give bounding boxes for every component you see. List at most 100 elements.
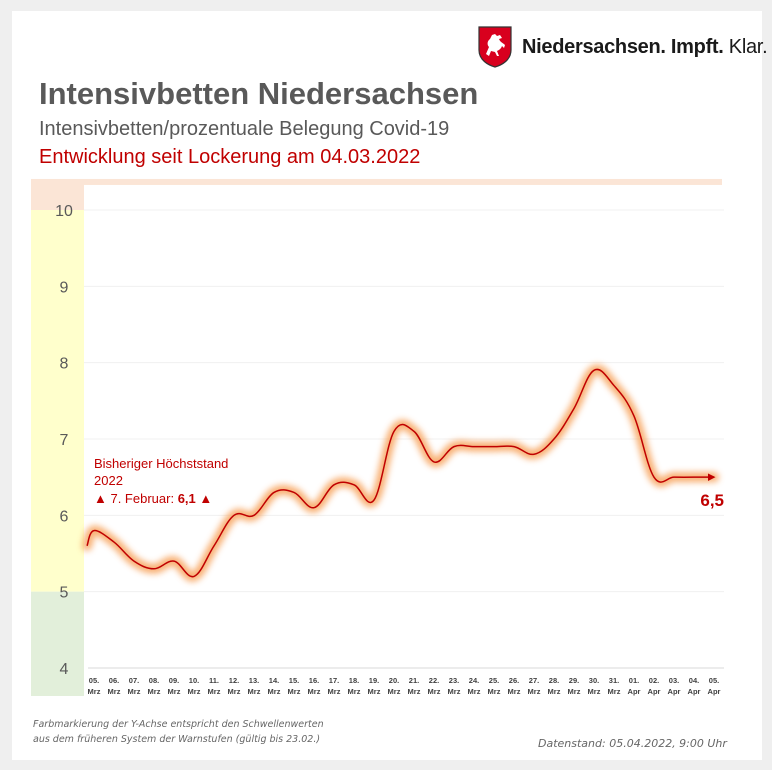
x-tick-label: 13. Mrz — [248, 676, 261, 696]
x-tick-label: 27. Mrz — [528, 676, 541, 696]
x-tick-day: 11. — [209, 676, 219, 685]
data-point — [452, 445, 456, 449]
x-tick-month: Mrz — [248, 687, 261, 696]
x-tick-day: 27. — [529, 676, 539, 685]
data-point — [332, 483, 336, 487]
x-tick-day: 19. — [369, 676, 379, 685]
x-tick-day: 08. — [149, 676, 159, 685]
x-tick-label: 05. Apr — [708, 676, 721, 696]
data-point — [372, 498, 376, 502]
x-tick-day: 12. — [229, 676, 239, 685]
x-tick-label: 18. Mrz — [348, 676, 361, 696]
x-tick-label: 28. Mrz — [548, 676, 561, 696]
x-tick-day: 29. — [569, 676, 579, 685]
x-tick-day: 20. — [389, 676, 399, 685]
x-tick-month: Mrz — [208, 687, 221, 696]
data-point — [172, 559, 176, 563]
x-tick-label: 20. Mrz — [388, 676, 401, 696]
page-subtitle: Intensivbetten/prozentuale Belegung Covi… — [39, 118, 450, 140]
annotation-line3-prefix: ▲ 7. Februar: — [94, 491, 178, 506]
data-timestamp: Datenstand: 05.04.2022, 9:00 Uhr — [538, 737, 727, 750]
x-tick-month: Mrz — [448, 687, 461, 696]
data-point — [592, 368, 596, 372]
x-tick-day: 31. — [609, 676, 619, 685]
x-tick-day: 15. — [289, 676, 299, 685]
threshold-band-yellow — [31, 210, 84, 592]
x-tick-month: Mrz — [288, 687, 301, 696]
annotation-line1: Bisheriger Höchststand — [94, 456, 228, 471]
x-tick-month: Mrz — [268, 687, 281, 696]
x-tick-month: Mrz — [348, 687, 361, 696]
annotation-line2: 2022 — [94, 473, 123, 488]
data-point — [432, 460, 436, 464]
x-tick-label: 24. Mrz — [468, 676, 481, 696]
data-point — [312, 506, 316, 510]
data-point — [712, 475, 716, 479]
x-tick-day: 22. — [429, 676, 439, 685]
x-tick-day: 26. — [509, 676, 519, 685]
x-tick-label: 29. Mrz — [568, 676, 581, 696]
x-tick-month: Apr — [688, 687, 701, 696]
x-tick-month: Mrz — [528, 687, 541, 696]
x-tick-label: 16. Mrz — [308, 676, 321, 696]
x-tick-label: 26. Mrz — [508, 676, 521, 696]
x-tick-day: 09. — [169, 676, 179, 685]
x-tick-month: Mrz — [368, 687, 381, 696]
data-point — [532, 452, 536, 456]
threshold-band-red — [31, 178, 84, 210]
x-tick-label: 06. Mrz — [108, 676, 121, 696]
x-tick-label: 25. Mrz — [488, 676, 501, 696]
x-tick-month: Mrz — [588, 687, 601, 696]
annotation-line3: ▲ 7. Februar: 6,1 ▲ — [94, 491, 212, 506]
data-point — [272, 490, 276, 494]
x-tick-month: Mrz — [388, 687, 401, 696]
x-tick-label: 04. Apr — [688, 676, 701, 696]
x-tick-label: 30. Mrz — [588, 676, 601, 696]
x-tick-month: Mrz — [88, 687, 101, 696]
x-tick-day: 25. — [489, 676, 499, 685]
logo: Niedersachsen. Impft. Klar. — [478, 26, 768, 68]
data-point — [152, 567, 156, 571]
x-tick-label: 10. Mrz — [188, 676, 201, 696]
x-tick-day: 04. — [689, 676, 699, 685]
x-tick-label: 09. Mrz — [168, 676, 181, 696]
data-point — [252, 513, 256, 517]
threshold-band-green — [31, 591, 84, 696]
x-tick-label: 05. Mrz — [88, 676, 101, 696]
x-tick-month: Mrz — [148, 687, 161, 696]
data-point — [692, 475, 696, 479]
data-point — [232, 513, 236, 517]
data-point — [672, 475, 676, 479]
y-tick-label: 10 — [55, 203, 73, 220]
x-tick-month: Apr — [648, 687, 661, 696]
x-tick-month: Mrz — [128, 687, 141, 696]
data-point — [472, 445, 476, 449]
threshold-band-red-top — [84, 178, 722, 185]
x-tick-month: Mrz — [488, 687, 501, 696]
page-subtitle-highlight: Entwicklung seit Lockerung am 04.03.2022 — [39, 146, 421, 168]
x-tick-label: 07. Mrz — [128, 676, 141, 696]
footnote-line2: aus dem früheren System der Warnstufen (… — [33, 734, 321, 745]
x-tick-day: 16. — [309, 676, 319, 685]
footnote-line1: Farbmarkierung der Y-Achse entspricht de… — [33, 719, 324, 730]
x-tick-day: 10. — [189, 676, 199, 685]
annotation-line3-value: 6,1 — [178, 491, 196, 506]
y-tick-label: 8 — [60, 356, 69, 373]
x-tick-day: 02. — [649, 676, 659, 685]
data-point — [292, 490, 296, 494]
y-tick-label: 6 — [60, 508, 69, 525]
x-tick-day: 01. — [629, 676, 639, 685]
x-tick-day: 05. — [709, 676, 719, 685]
data-point — [192, 574, 196, 578]
x-tick-month: Mrz — [308, 687, 321, 696]
footnote: Farbmarkierung der Y-Achse entspricht de… — [33, 717, 324, 747]
series-line — [86, 368, 716, 578]
x-tick-day: 13. — [249, 676, 259, 685]
data-point — [552, 437, 556, 441]
x-tick-month: Mrz — [328, 687, 341, 696]
x-tick-month: Mrz — [408, 687, 421, 696]
x-tick-day: 28. — [549, 676, 559, 685]
x-tick-month: Apr — [668, 687, 681, 696]
x-tick-label: 19. Mrz — [368, 676, 381, 696]
